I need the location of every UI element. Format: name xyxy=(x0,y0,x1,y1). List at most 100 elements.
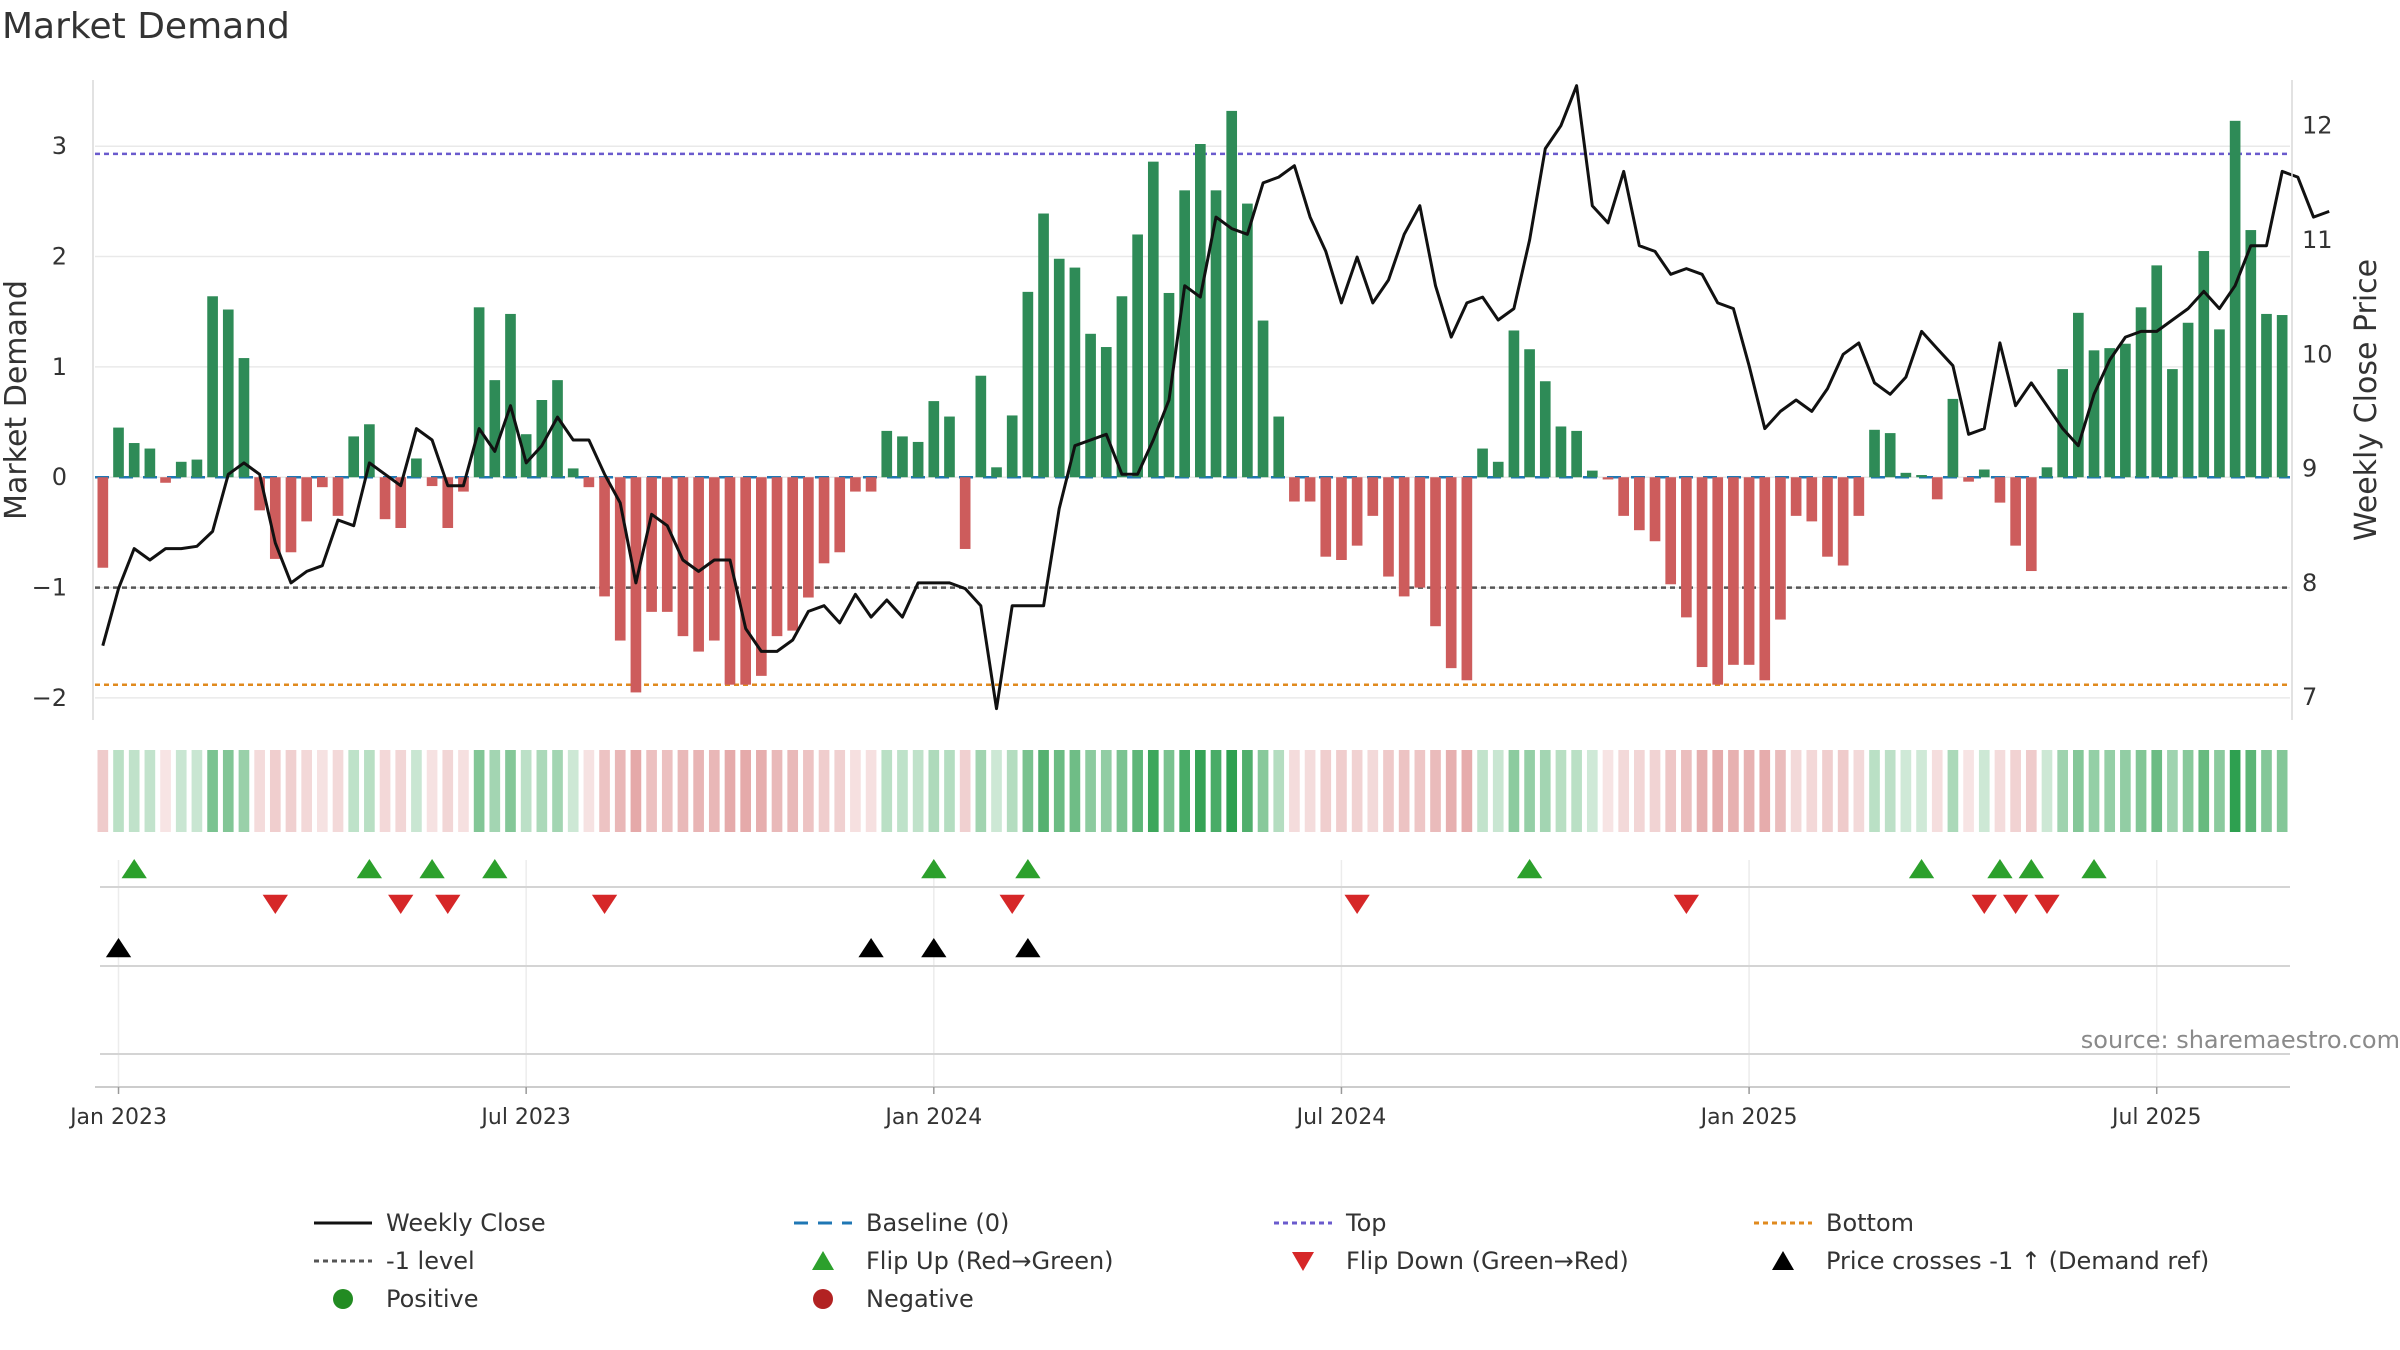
demand-bar xyxy=(1681,477,1692,618)
x-axis: Jan 2023 Jul 2023 Jan 2024 Jul 2024 Jan 2025… xyxy=(68,1086,2290,1130)
heat-cell xyxy=(1226,750,1238,832)
flip-down-marker xyxy=(1673,894,1700,914)
heat-cell xyxy=(1947,750,1959,832)
x-tick-label: Jul 2024 xyxy=(1295,1105,1387,1130)
heat-cell xyxy=(1163,750,1175,832)
flip-up-marker xyxy=(2081,859,2107,879)
demand-bar xyxy=(2167,369,2178,478)
demand-bar xyxy=(285,477,297,553)
heat-cell xyxy=(2073,750,2084,832)
legend-weekly-close: Weekly Close xyxy=(312,1208,546,1238)
heat-cell xyxy=(928,750,940,832)
demand-bar xyxy=(254,477,265,511)
signal-markers xyxy=(100,859,2290,1055)
heat-cell xyxy=(1963,750,1974,832)
heat-cell xyxy=(959,750,971,832)
heat-cell xyxy=(787,750,799,832)
heat-cell xyxy=(285,750,297,832)
heat-cell xyxy=(708,750,720,832)
y-left-tick-label: −2 xyxy=(32,684,67,712)
heat-cell xyxy=(991,750,1002,832)
heat-cell xyxy=(160,750,171,832)
demand-bar xyxy=(2261,313,2272,478)
demand-bar xyxy=(1759,477,1771,681)
demand-bar xyxy=(881,430,893,478)
demand-bar xyxy=(160,477,171,483)
demand-bar xyxy=(2010,477,2021,546)
flip-down-marker xyxy=(2002,894,2029,914)
demand-bar xyxy=(1273,416,1285,478)
heat-cell xyxy=(1853,750,1865,832)
demand-bar xyxy=(1461,477,1473,681)
demand-bar xyxy=(1539,381,1551,478)
demand-bar xyxy=(1445,477,1457,669)
demand-bar xyxy=(1947,398,1959,478)
y-right-tick-label: 12 xyxy=(2302,112,2333,140)
heat-cell xyxy=(379,750,391,832)
heat-cell xyxy=(520,750,532,832)
heat-cell xyxy=(144,750,156,832)
x-tick-label: Jan 2023 xyxy=(68,1105,167,1130)
heat-cell xyxy=(254,750,265,832)
demand-bar xyxy=(1085,333,1096,478)
heat-cell xyxy=(2088,750,2100,832)
heat-cell xyxy=(97,750,109,832)
demand-bar xyxy=(2182,322,2194,478)
demand-bar xyxy=(426,477,438,487)
demand-bar xyxy=(1837,477,1849,566)
flip-down-marker xyxy=(435,894,461,914)
y-left-tick-label: 3 xyxy=(52,132,67,160)
flip-up-marker xyxy=(2018,859,2044,879)
demand-bar xyxy=(1712,477,1724,685)
demand-bar xyxy=(395,477,407,528)
flip-up-marker xyxy=(1987,859,2013,879)
heat-cell xyxy=(1759,750,1771,832)
heat-cell xyxy=(1445,750,1457,832)
demand-bar xyxy=(191,459,203,478)
demand-bar xyxy=(1069,267,1081,478)
demand-bar xyxy=(2276,315,2288,478)
heat-cell xyxy=(630,750,642,832)
demand-bar xyxy=(1916,475,1927,478)
legend: Weekly Close Baseline (0) Top Bottom -1 … xyxy=(0,1208,2400,1338)
demand-bar xyxy=(1179,190,1190,478)
demand-bar xyxy=(2214,329,2225,478)
demand-bar xyxy=(2245,230,2257,478)
heat-cell xyxy=(489,750,501,832)
demand-bar xyxy=(1602,477,1614,480)
heat-cell xyxy=(1398,750,1410,832)
demand-bar xyxy=(1618,477,1629,516)
demand-bar xyxy=(630,477,642,693)
legend-label: Positive xyxy=(386,1285,479,1313)
heat-cell xyxy=(1681,750,1692,832)
legend-bottom: Bottom xyxy=(1752,1208,1914,1238)
demand-bar xyxy=(1869,429,1880,478)
y-right-axis-title: Weekly Close Price xyxy=(2349,259,2384,541)
y-right-tick-label: 9 xyxy=(2302,455,2317,483)
demand-bar xyxy=(693,477,704,652)
heat-cell xyxy=(1006,750,1018,832)
flip-up-marker xyxy=(1015,859,1041,879)
heat-cell xyxy=(1367,750,1379,832)
demand-bar xyxy=(1884,433,1896,478)
flip-up-marker xyxy=(1908,859,1935,879)
legend-label: Top xyxy=(1346,1209,1387,1237)
flip-down-marker xyxy=(999,894,1025,914)
demand-bar xyxy=(1524,349,1535,478)
flip-up-marker xyxy=(356,859,383,879)
demand-bar xyxy=(1006,415,1018,478)
heat-cell xyxy=(2104,750,2116,832)
demand-bar xyxy=(128,443,140,478)
heat-cell xyxy=(1775,750,1786,832)
heat-cell xyxy=(677,750,689,832)
heat-cell xyxy=(301,750,312,832)
demand-bar xyxy=(1022,291,1034,478)
heat-cell xyxy=(1477,750,1488,832)
heat-cell xyxy=(1806,750,1818,832)
demand-bar xyxy=(144,448,156,478)
x-tick-label: Jan 2025 xyxy=(1699,1105,1798,1130)
demand-bar xyxy=(113,427,124,478)
weekly-close-line xyxy=(101,84,2330,711)
demand-bar xyxy=(411,458,422,478)
demand-bar xyxy=(1430,477,1441,627)
